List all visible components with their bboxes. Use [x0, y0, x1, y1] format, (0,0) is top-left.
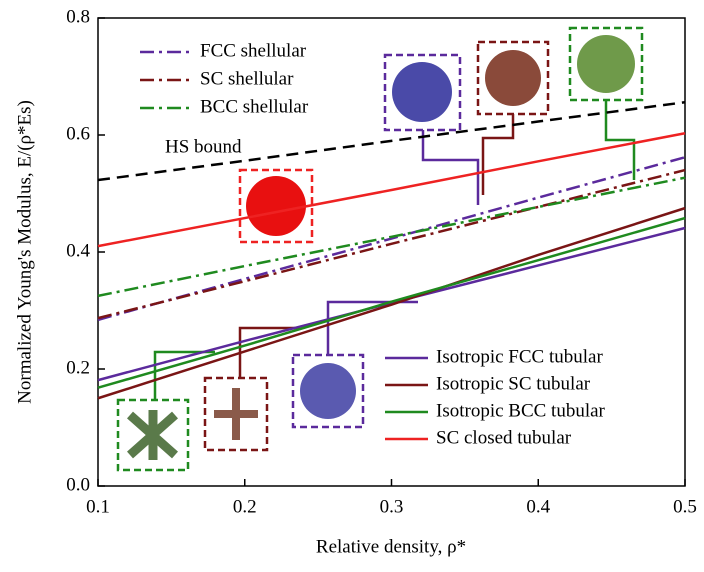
y-axis-label: Normalized Young's Modulus, E/(ρ*Es) [14, 100, 35, 404]
x-tick-label: 0.2 [233, 496, 257, 517]
series-line [97, 216, 686, 389]
x-tick-label: 0.4 [526, 496, 550, 517]
x-tick-label: 0.3 [380, 496, 404, 517]
y-tick-label: 0.4 [66, 240, 90, 261]
y-tick-label: 0.8 [66, 6, 90, 27]
y-tick-label: 0.0 [66, 474, 90, 495]
legend-label: Isotropic FCC tubular [436, 346, 603, 367]
x-axis-label: Relative density, ρ* [316, 536, 466, 557]
legend-label: Isotropic BCC tubular [436, 400, 606, 421]
series-annotation: HS bound [165, 136, 242, 157]
legend-label: Isotropic SC tubular [436, 373, 591, 394]
series-line [97, 176, 686, 298]
x-tick-label: 0.1 [86, 496, 110, 517]
series-line [97, 206, 686, 400]
y-tick-label: 0.6 [66, 123, 90, 144]
legend-label: FCC shellular [200, 40, 307, 61]
series-line [97, 101, 686, 182]
legend-label: BCC shellular [200, 96, 309, 117]
x-tick-label: 0.5 [673, 496, 697, 517]
series-line [97, 132, 686, 248]
legend-label: SC closed tubular [436, 427, 572, 448]
inset-renders [127, 35, 635, 460]
legend-label: SC shellular [200, 68, 294, 89]
y-tick-label: 0.2 [66, 357, 90, 378]
series-line [97, 168, 686, 320]
